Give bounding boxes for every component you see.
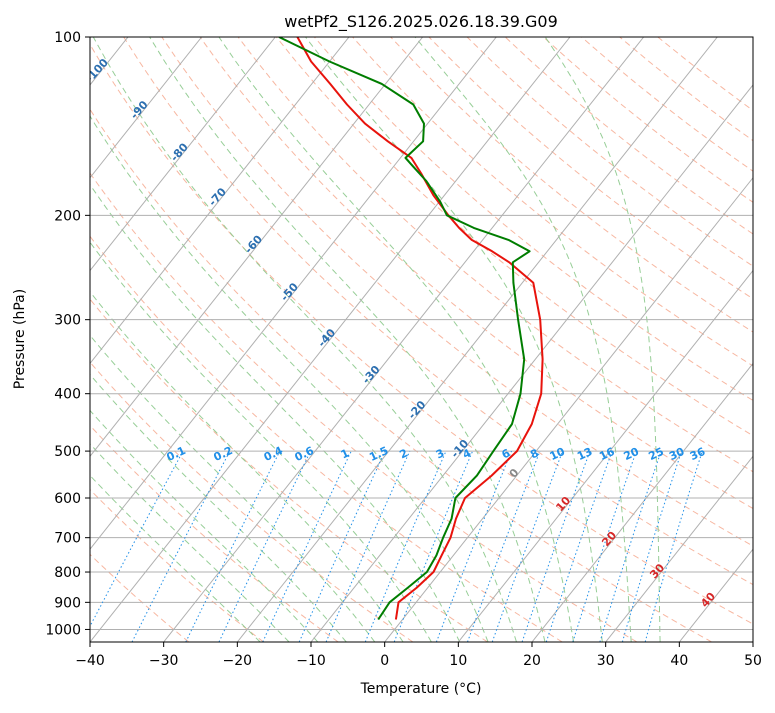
x-tick-label: 40 xyxy=(670,653,688,669)
y-tick-label: 400 xyxy=(54,387,81,403)
y-tick-label: 600 xyxy=(54,491,81,507)
x-tick-label: 50 xyxy=(744,653,762,669)
y-tick-label: 1000 xyxy=(45,622,81,638)
y-tick-label: 200 xyxy=(54,208,81,224)
x-tick-label: 10 xyxy=(449,653,467,669)
x-tick-label: −40 xyxy=(75,653,105,669)
x-tick-label: −20 xyxy=(223,653,253,669)
y-tick-label: 700 xyxy=(54,531,81,547)
y-tick-label: 500 xyxy=(54,444,81,460)
y-tick-label: 300 xyxy=(54,313,81,329)
y-tick-label: 100 xyxy=(54,30,81,46)
x-tick-label: −10 xyxy=(296,653,326,669)
x-tick-label: 0 xyxy=(380,653,389,669)
y-tick-label: 800 xyxy=(54,565,81,581)
x-tick-label: −30 xyxy=(149,653,179,669)
x-axis-label: Temperature (°C) xyxy=(360,681,482,697)
y-axis-label: Pressure (hPa) xyxy=(12,289,28,389)
x-tick-label: 20 xyxy=(523,653,541,669)
chart-title: wetPf2_S126.2025.026.18.39.G09 xyxy=(284,12,558,32)
y-tick-label: 900 xyxy=(54,595,81,611)
x-tick-label: 30 xyxy=(597,653,615,669)
